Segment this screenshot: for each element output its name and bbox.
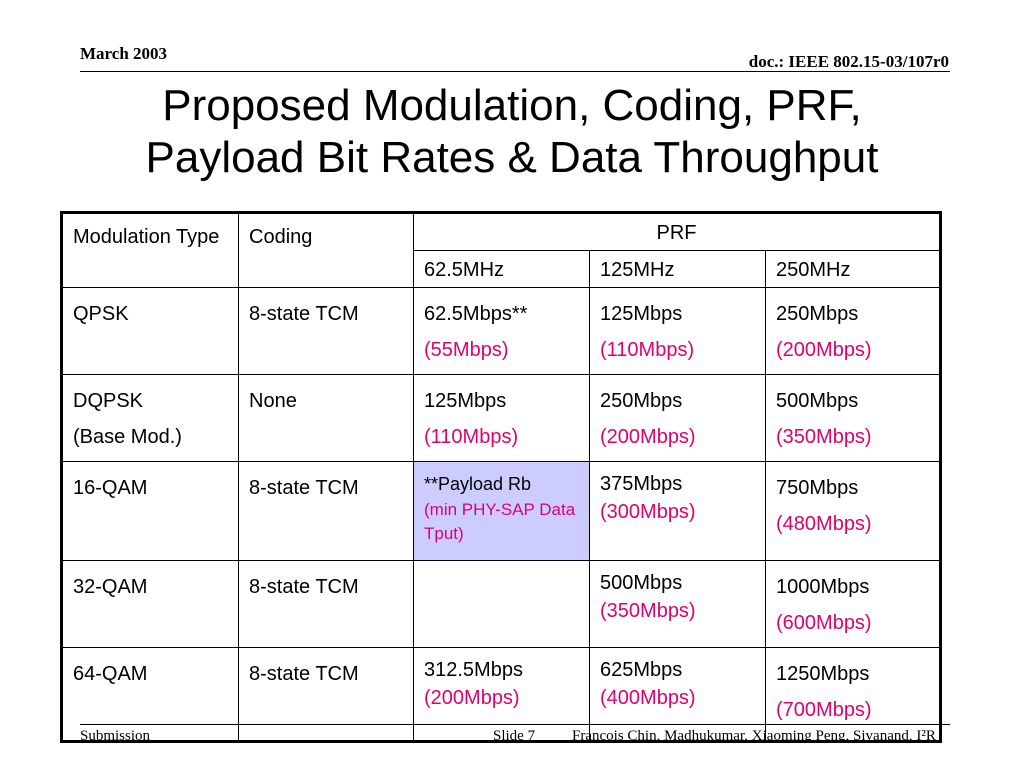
header-date: March 2003 xyxy=(80,44,168,63)
header-coding: Coding xyxy=(238,212,414,288)
cell-rate-250: 1250Mbps (700Mbps) xyxy=(765,647,941,742)
cell-rate-125: 250Mbps (200Mbps) xyxy=(589,374,766,462)
table-row: 16-QAM 8-state TCM **Payload Rb (min PHY… xyxy=(61,461,941,561)
cell-rate-250: 500Mbps (350Mbps) xyxy=(765,374,941,462)
rates-table: Modulation Type Coding PRF 62.5MHz 125MH… xyxy=(60,211,942,743)
header-modulation: Modulation Type xyxy=(61,212,239,288)
table-prf-row: 62.5MHz 125MHz 250MHz xyxy=(62,250,941,288)
cell-coding: 8-state TCM xyxy=(238,560,414,648)
cell-rate-250: 750Mbps (480Mbps) xyxy=(765,461,941,561)
cell-payload-note: **Payload Rb (min PHY-SAP Data Tput) xyxy=(413,461,590,561)
header-prf-125: 125MHz xyxy=(589,250,766,288)
table-header-row: Modulation Type Coding PRF xyxy=(61,212,941,288)
cell-coding: 8-state TCM xyxy=(238,461,414,561)
table-row: 64-QAM 8-state TCM 312.5Mbps (200Mbps) 62… xyxy=(61,647,941,742)
cell-rate-250: 1000Mbps (600Mbps) xyxy=(765,560,941,648)
footer-authors: Francois Chin, Madhukumar, Xiaoming Peng… xyxy=(572,728,936,744)
cell-modulation: 64-QAM xyxy=(61,647,239,742)
cell-modulation: 16-QAM xyxy=(61,461,239,561)
table-row: 32-QAM 8-state TCM 500Mbps (350Mbps) 1000… xyxy=(61,560,941,648)
header-rule xyxy=(80,71,950,72)
header-doc-id: doc.: IEEE 802.15-03/107r0 xyxy=(748,52,949,71)
cell-rate-250: 250Mbps (200Mbps) xyxy=(765,287,941,375)
slide-title-line-2: Payload Bit Rates & Data Throughput xyxy=(145,133,879,182)
footer-slide-number: Slide 7 xyxy=(493,728,536,744)
header-prf-250: 250MHz xyxy=(765,250,941,288)
cell-rate-125: 500Mbps (350Mbps) xyxy=(589,560,766,648)
cell-coding: 8-state TCM xyxy=(238,287,414,375)
cell-rate-125: 125Mbps (110Mbps) xyxy=(589,287,766,375)
cell-modulation: DQPSK (Base Mod.) xyxy=(61,374,239,462)
cell-coding: None xyxy=(238,374,414,462)
cell-modulation: QPSK xyxy=(61,287,239,375)
cell-rate-125: 375Mbps (300Mbps) xyxy=(589,461,766,561)
table-row: DQPSK (Base Mod.) None 125Mbps (110Mbps) 2… xyxy=(61,374,941,462)
cell-rate-125: 625Mbps (400Mbps) xyxy=(589,647,766,742)
slide-title: Proposed Modulation, Coding, PRF, Payloa… xyxy=(0,80,1024,184)
footer-rule xyxy=(80,724,950,725)
table-row: QPSK 8-state TCM 62.5Mbps** (55Mbps) 125M… xyxy=(61,287,941,375)
cell-rate-62 xyxy=(413,560,590,648)
cell-modulation: 32-QAM xyxy=(61,560,239,648)
cell-rate-62: 62.5Mbps** (55Mbps) xyxy=(413,287,590,375)
slide-title-line-1: Proposed Modulation, Coding, PRF, xyxy=(162,81,862,130)
cell-coding: 8-state TCM xyxy=(238,647,414,742)
header-prf-62: 62.5MHz xyxy=(413,250,590,288)
cell-rate-62: 125Mbps (110Mbps) xyxy=(413,374,590,462)
header-prf: PRF xyxy=(413,212,941,251)
footer-submission: Submission xyxy=(80,728,151,744)
